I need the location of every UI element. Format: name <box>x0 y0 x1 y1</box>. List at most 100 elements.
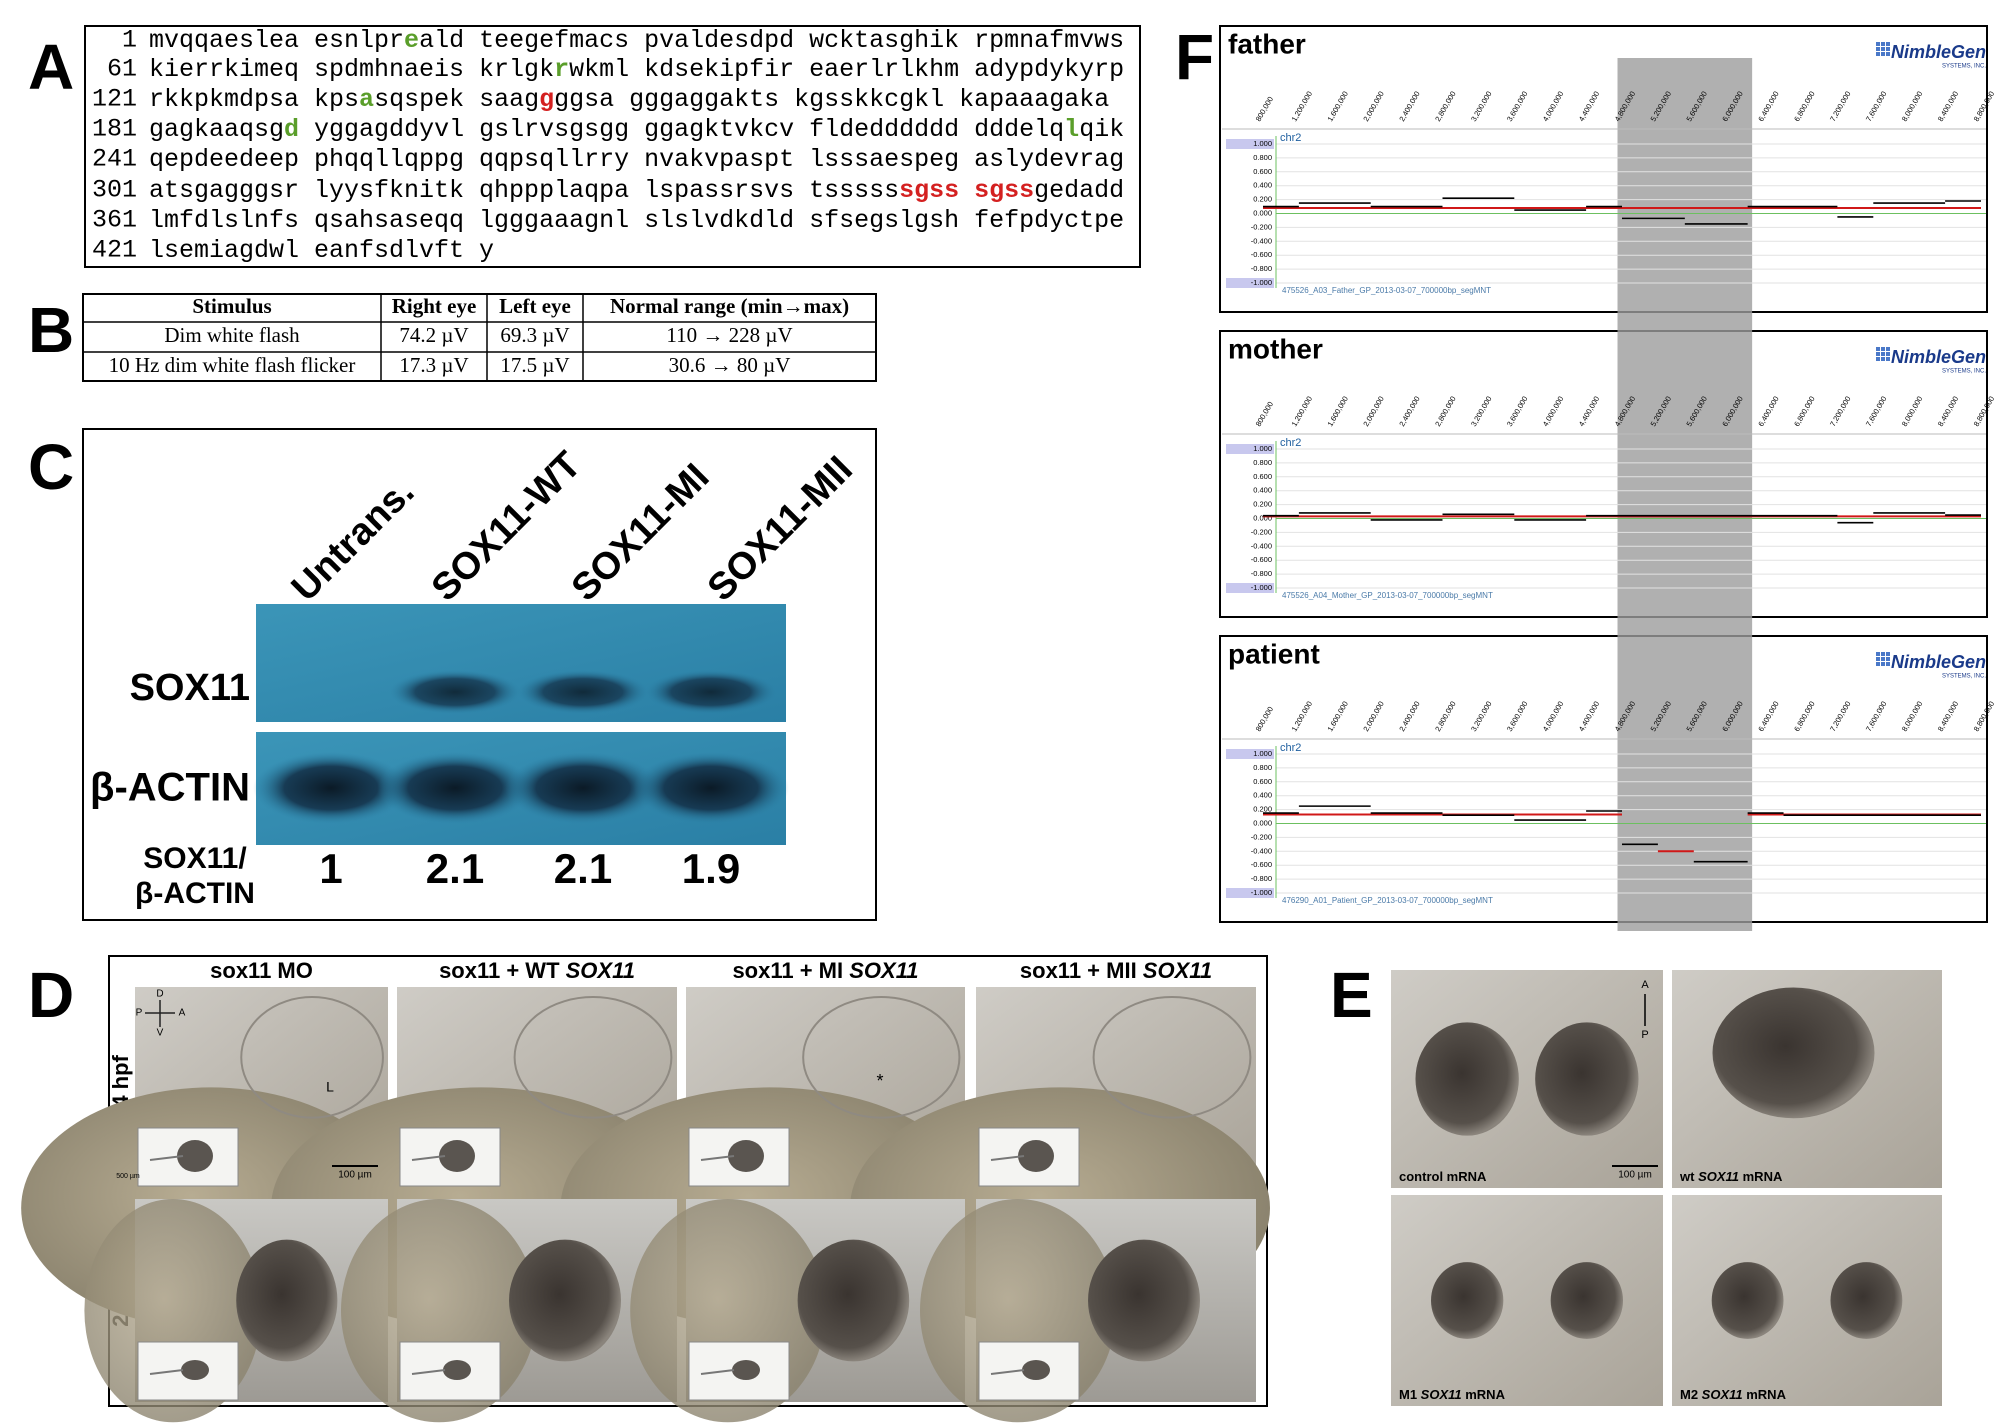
ratio-label: β-ACTIN <box>135 877 255 910</box>
italic-part: SOX11 <box>849 958 918 983</box>
inset-tail <box>990 1369 1025 1375</box>
logo-dot <box>1886 662 1890 666</box>
logo-dot <box>1876 47 1880 51</box>
italic-part: SOX11 <box>1143 958 1212 983</box>
chromosome-label: chr2 <box>1280 437 1301 449</box>
y-tick-label: 0.400 <box>1253 181 1272 190</box>
residue-number: 181 <box>92 115 137 144</box>
y-tick-label: -0.800 <box>1251 264 1272 273</box>
blot-label: β-ACTIN <box>90 766 250 810</box>
y-tick-label: -0.200 <box>1251 527 1272 536</box>
head-outline <box>802 996 961 1119</box>
label-highlight <box>1226 139 1274 149</box>
sequence-part: qepdeedeep phqqllqppg qqpsqllrry nvakvpa… <box>149 145 1124 174</box>
embryo-photo <box>630 1199 965 1423</box>
y-tick-label: 1.000 <box>1253 139 1272 148</box>
eye <box>1088 1239 1200 1362</box>
logo-dot <box>1876 352 1880 356</box>
residue-number: 421 <box>92 236 137 265</box>
y-tick-label: -1.000 <box>1251 278 1272 287</box>
blot-band <box>377 752 533 824</box>
logo-dot <box>1881 652 1885 656</box>
plot-box <box>1219 25 1988 313</box>
logo-dot <box>1886 652 1890 656</box>
logo-dot <box>1886 357 1890 361</box>
logo-subtext: SYSTEMS, INC. <box>1942 674 1986 680</box>
y-tick-label: 0.800 <box>1253 458 1272 467</box>
table-header: Normal range (min→max) <box>610 294 849 318</box>
inset-tail <box>411 1369 446 1375</box>
sequence-line: atsgagggsr lyysfknitk qhppplaqpa lspassr… <box>149 176 1124 205</box>
head-outline <box>513 996 673 1119</box>
compass-letter: V <box>157 1028 164 1039</box>
table-cell: 17.5 µV <box>500 353 569 377</box>
eye <box>1711 1262 1784 1339</box>
logo-dot <box>1881 657 1885 661</box>
lane-label: SOX11-MI <box>564 456 718 610</box>
y-tick-label: -0.600 <box>1251 555 1272 564</box>
italic-part: SOX11 <box>566 958 635 983</box>
table-cell: 69.3 µV <box>500 323 569 347</box>
inset-tail <box>700 1369 735 1375</box>
highlighted-residue: l <box>1064 115 1079 144</box>
eye <box>1830 1262 1903 1339</box>
logo-dot <box>1881 352 1885 356</box>
panel-letter: D <box>28 959 74 1031</box>
y-tick-label: -0.600 <box>1251 860 1272 869</box>
logo-dot <box>1876 662 1880 666</box>
column-header: sox11 + WT SOX11 <box>439 958 635 983</box>
logo-dot <box>1886 42 1890 46</box>
logo-dot <box>1881 347 1885 351</box>
logo-dot <box>1881 357 1885 361</box>
label-highlight <box>1226 278 1274 288</box>
table-cell: 17.3 µV <box>399 353 468 377</box>
column-header: sox11 + MII SOX11 <box>1020 958 1212 983</box>
y-tick-label: 0.200 <box>1253 195 1272 204</box>
y-tick-label: 0.000 <box>1253 818 1272 827</box>
sequence-part: ald teegefmacs pvaldesdpd wcktasghik rpm… <box>419 26 1124 55</box>
chromosome-label: chr2 <box>1280 132 1301 144</box>
ratio-label: SOX11/ <box>143 842 247 875</box>
sequence-box <box>84 25 1141 268</box>
caption: M1 SOX11 mRNA <box>1399 1387 1506 1402</box>
table-cell: 74.2 µV <box>399 323 468 347</box>
column-header: sox11 + MI SOX11 <box>732 958 918 983</box>
y-tick-label: -0.400 <box>1251 541 1272 550</box>
file-name: 475526_A03_Father_GP_2013-03-07_700000bp… <box>1282 286 1491 295</box>
scale-bar-label: 100 µm <box>1618 1170 1652 1181</box>
residue-number: 241 <box>92 145 137 174</box>
label-highlight <box>1226 583 1274 593</box>
text-part: sox11 + MI <box>732 958 849 983</box>
italic-part: SOX11 <box>1421 1387 1462 1402</box>
sequence-part: lsemiagdwl eanfsdlvft y <box>149 236 494 265</box>
logo-dot <box>1886 352 1890 356</box>
table-header: Stimulus <box>192 294 271 318</box>
column-header: sox11 MO <box>210 958 313 983</box>
scale-bar-label: 100 µm <box>338 1170 372 1181</box>
italic-part: SOX11 <box>1702 1387 1743 1402</box>
compass-letter: A <box>1641 979 1649 991</box>
compass-letter: D <box>156 989 163 1000</box>
inset-embryo <box>439 1140 475 1172</box>
text-part: mRNA <box>1462 1387 1506 1402</box>
text-part: mRNA <box>1739 1169 1783 1184</box>
logo-dot <box>1876 657 1880 661</box>
y-tick-label: 0.600 <box>1253 472 1272 481</box>
annotation: * <box>876 1071 883 1091</box>
logo-dot <box>1881 662 1885 666</box>
y-tick-label: -0.800 <box>1251 874 1272 883</box>
residue-number: 1 <box>122 26 137 55</box>
file-name: 476290_A01_Patient_GP_2013-03-07_700000b… <box>1282 896 1493 905</box>
logo-dot <box>1886 52 1890 56</box>
y-tick-label: 0.200 <box>1253 805 1272 814</box>
plot-title: father <box>1228 28 1306 59</box>
panel-letter: F <box>1175 21 1214 93</box>
sequence-line: qepdeedeep phqqllqppg qqpsqllrry nvakvpa… <box>149 145 1124 174</box>
logo-dot <box>1876 357 1880 361</box>
text-part: wt <box>1679 1169 1698 1184</box>
panel-letter: B <box>28 294 74 366</box>
sequence-part <box>959 176 974 205</box>
y-tick-label: 0.800 <box>1253 153 1272 162</box>
caption: M2 SOX11 mRNA <box>1680 1387 1787 1402</box>
